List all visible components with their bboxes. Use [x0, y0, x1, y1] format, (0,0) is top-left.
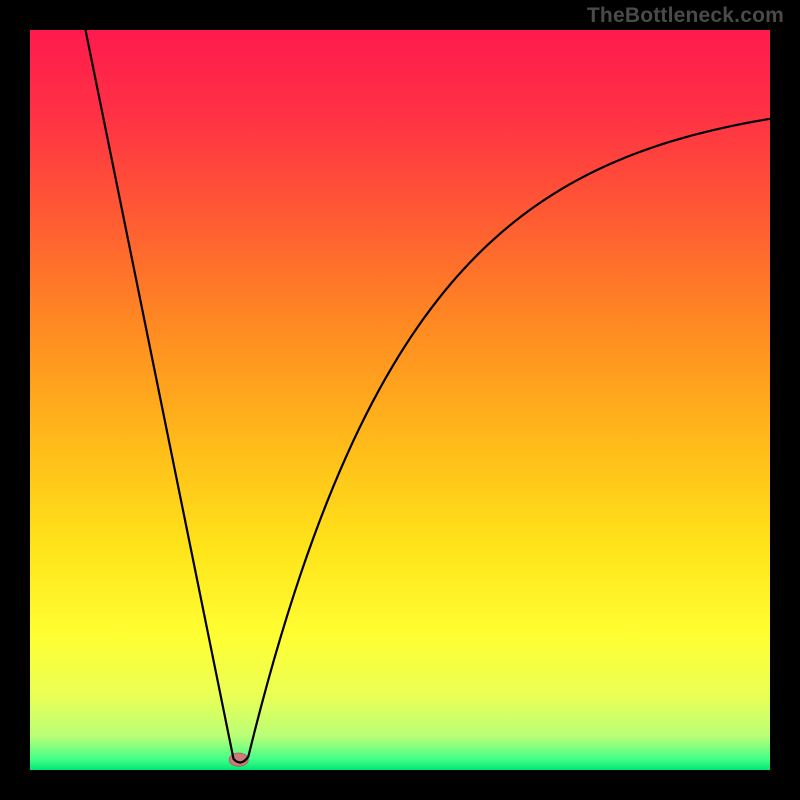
watermark-text: TheBottleneck.com [587, 4, 784, 28]
plot-area [30, 30, 770, 770]
chart-frame: TheBottleneck.com [0, 0, 800, 800]
chart-background [30, 30, 770, 770]
chart-svg [30, 30, 770, 770]
